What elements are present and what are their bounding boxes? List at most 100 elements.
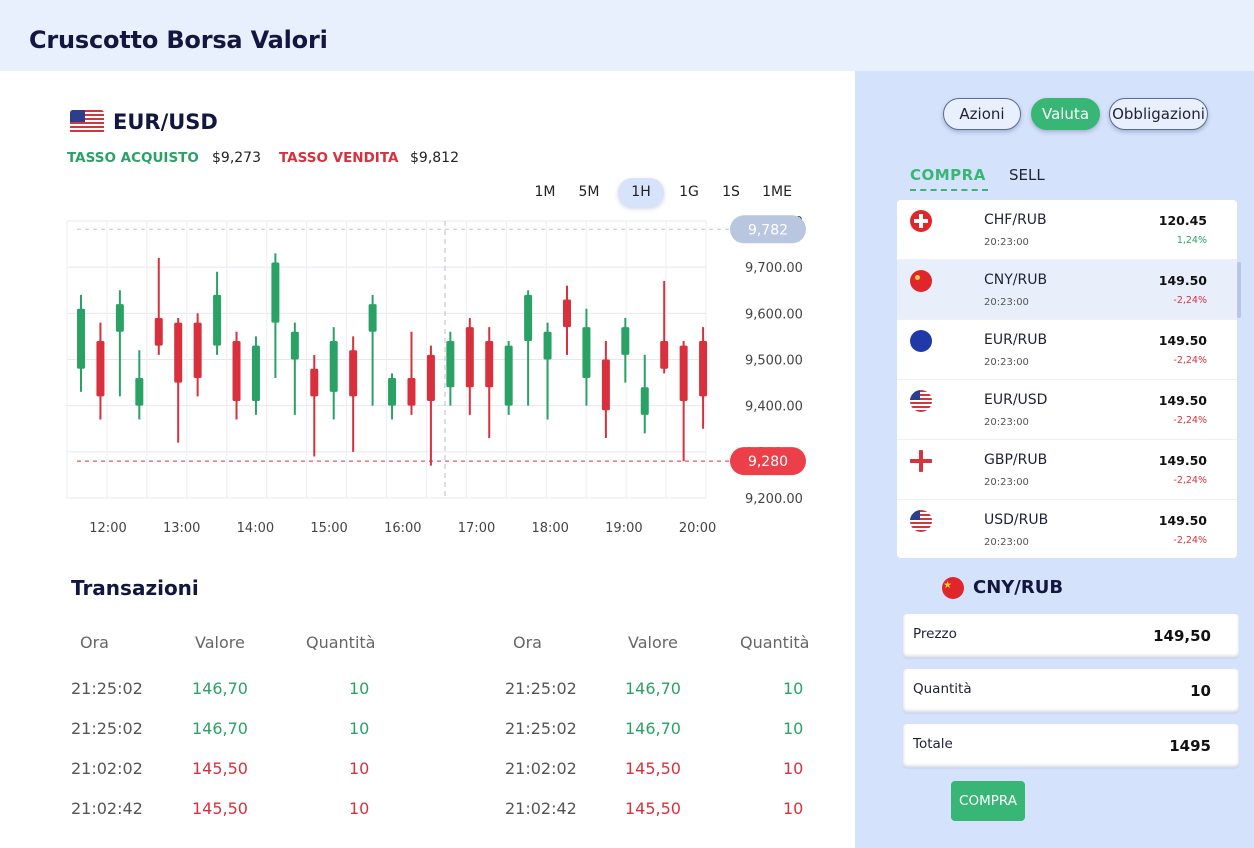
- currency-row[interactable]: CNY/RUB 20:23:00 149.50 -2,24%: [897, 260, 1237, 320]
- tab-sell[interactable]: SELL: [1009, 166, 1045, 184]
- tx-cell-qty: 10: [783, 759, 804, 778]
- candle-body: [640, 387, 649, 415]
- tab-buy[interactable]: COMPRA: [910, 166, 986, 184]
- currency-price: 149.50: [1158, 393, 1207, 408]
- candle-body: [96, 341, 105, 397]
- tx-cell-qty: 10: [349, 799, 370, 818]
- candle-body: [485, 341, 494, 388]
- x-tick-label: 14:00: [237, 521, 274, 536]
- tx-cell-value: 146,70: [625, 719, 681, 738]
- candle-body: [154, 317, 163, 346]
- tx-cell-qty: 10: [783, 719, 804, 738]
- list-scrollbar[interactable]: [1237, 262, 1241, 318]
- segment-bonds[interactable]: Obbligazioni: [1109, 98, 1208, 130]
- selected-pair-title: CNY/RUB: [973, 577, 1064, 598]
- currency-row[interactable]: CHF/RUB 20:23:00 120.45 1,24%: [897, 200, 1237, 260]
- tx-cell-value: 145,50: [625, 759, 681, 778]
- quantity-label: Quantità: [913, 681, 972, 697]
- currency-time: 20:23:00: [984, 477, 1029, 488]
- currency-price: 149.50: [1158, 273, 1207, 288]
- candle-body: [290, 331, 299, 360]
- currency-row[interactable]: GBP/RUB 20:23:00 149.50 -2,24%: [897, 440, 1237, 500]
- currency-row[interactable]: EUR/USD 20:23:00 149.50 -2,24%: [897, 380, 1237, 440]
- timeframe-1h[interactable]: 1H: [618, 178, 664, 207]
- candle-body: [213, 294, 222, 346]
- candle-body: [77, 308, 85, 369]
- candle-body: [426, 354, 435, 402]
- candle-body: [135, 377, 144, 406]
- currency-price: 149.50: [1158, 333, 1207, 348]
- england-flag-icon: [910, 450, 932, 472]
- candlestick-chart[interactable]: 9,800.009,700.009,600.009,500.009,400.00…: [0, 0, 855, 560]
- col-header-value: Valore: [628, 633, 678, 652]
- tx-cell-time: 21:02:42: [71, 799, 143, 818]
- col-header-time: Ora: [513, 633, 542, 652]
- china-flag-icon: [942, 577, 964, 599]
- us-flag-icon: [70, 110, 104, 134]
- price-value: 149,50: [1153, 627, 1211, 645]
- price-marker-label: 9,782: [748, 222, 788, 238]
- tx-cell-qty: 10: [783, 799, 804, 818]
- timeframe-5m[interactable]: 5M: [578, 184, 600, 200]
- candle-body: [446, 341, 455, 388]
- us-flag-icon: [910, 390, 932, 412]
- price-marker-badge: [730, 215, 806, 244]
- currency-time: 20:23:00: [984, 297, 1029, 308]
- buy-button[interactable]: COMPRA: [951, 781, 1025, 821]
- tx-cell-qty: 10: [349, 719, 370, 738]
- currency-change: -2,24%: [1173, 415, 1207, 426]
- y-tick-label: 9,200.00: [745, 492, 803, 507]
- candle-body: [349, 350, 358, 397]
- tx-cell-time: 21:25:02: [505, 719, 577, 738]
- currency-time: 20:23:00: [984, 237, 1029, 248]
- timeframe-1m[interactable]: 1M: [534, 184, 556, 200]
- x-tick-label: 19:00: [605, 521, 642, 536]
- tx-cell-time: 21:02:02: [505, 759, 577, 778]
- x-tick-label: 12:00: [89, 521, 126, 536]
- col-header-value: Valore: [195, 633, 245, 652]
- y-tick-label: 9,600.00: [745, 307, 803, 322]
- candle-body: [388, 377, 397, 406]
- us-flag-icon: [910, 510, 932, 532]
- total-value: 1495: [1169, 737, 1211, 755]
- price-label: Prezzo: [913, 626, 957, 642]
- quantity-field[interactable]: Quantità 10: [903, 669, 1239, 713]
- eu-flag-icon: [910, 330, 932, 352]
- pair-title: EUR/USD: [113, 110, 218, 134]
- candle-body: [251, 345, 260, 402]
- tx-cell-value: 145,50: [625, 799, 681, 818]
- currency-change: -2,24%: [1173, 295, 1207, 306]
- segment-stocks[interactable]: Azioni: [943, 98, 1021, 130]
- currency-price: 120.45: [1158, 213, 1207, 228]
- quantity-value: 10: [1190, 682, 1211, 700]
- candle-body: [407, 377, 416, 406]
- currency-change: 1,24%: [1176, 235, 1207, 246]
- tx-cell-qty: 10: [349, 679, 370, 698]
- currency-change: -2,24%: [1173, 535, 1207, 546]
- timeframe-1s[interactable]: 1S: [722, 184, 740, 200]
- currency-pair-name: EUR/USD: [984, 392, 1048, 408]
- candle-body: [543, 331, 552, 360]
- candle-body: [563, 299, 571, 328]
- currency-time: 20:23:00: [984, 417, 1029, 428]
- candle-body: [504, 345, 513, 406]
- candle-body: [193, 322, 202, 378]
- x-tick-label: 18:00: [531, 521, 568, 536]
- price-field[interactable]: Prezzo 149,50: [903, 614, 1239, 658]
- transactions-title: Transazioni: [71, 576, 199, 600]
- timeframe-1me[interactable]: 1ME: [762, 184, 792, 200]
- main-panel: [0, 71, 855, 848]
- tx-cell-value: 146,70: [625, 679, 681, 698]
- segment-currency[interactable]: Valuta: [1031, 98, 1100, 130]
- currency-row[interactable]: EUR/RUB 20:23:00 149.50 -2,24%: [897, 320, 1237, 380]
- tx-cell-time: 21:25:02: [71, 679, 143, 698]
- x-tick-label: 15:00: [310, 521, 347, 536]
- tx-cell-value: 146,70: [192, 719, 248, 738]
- currency-pair-name: USD/RUB: [984, 512, 1049, 528]
- currency-row[interactable]: USD/RUB 20:23:00 149.50 -2,24%: [897, 500, 1237, 558]
- candle-body: [621, 327, 630, 355]
- sell-rate-label: TASSO VENDITA: [279, 150, 399, 166]
- candle-body: [524, 294, 533, 342]
- buy-rate-label: TASSO ACQUISTO: [67, 150, 199, 166]
- timeframe-1g[interactable]: 1G: [679, 184, 699, 200]
